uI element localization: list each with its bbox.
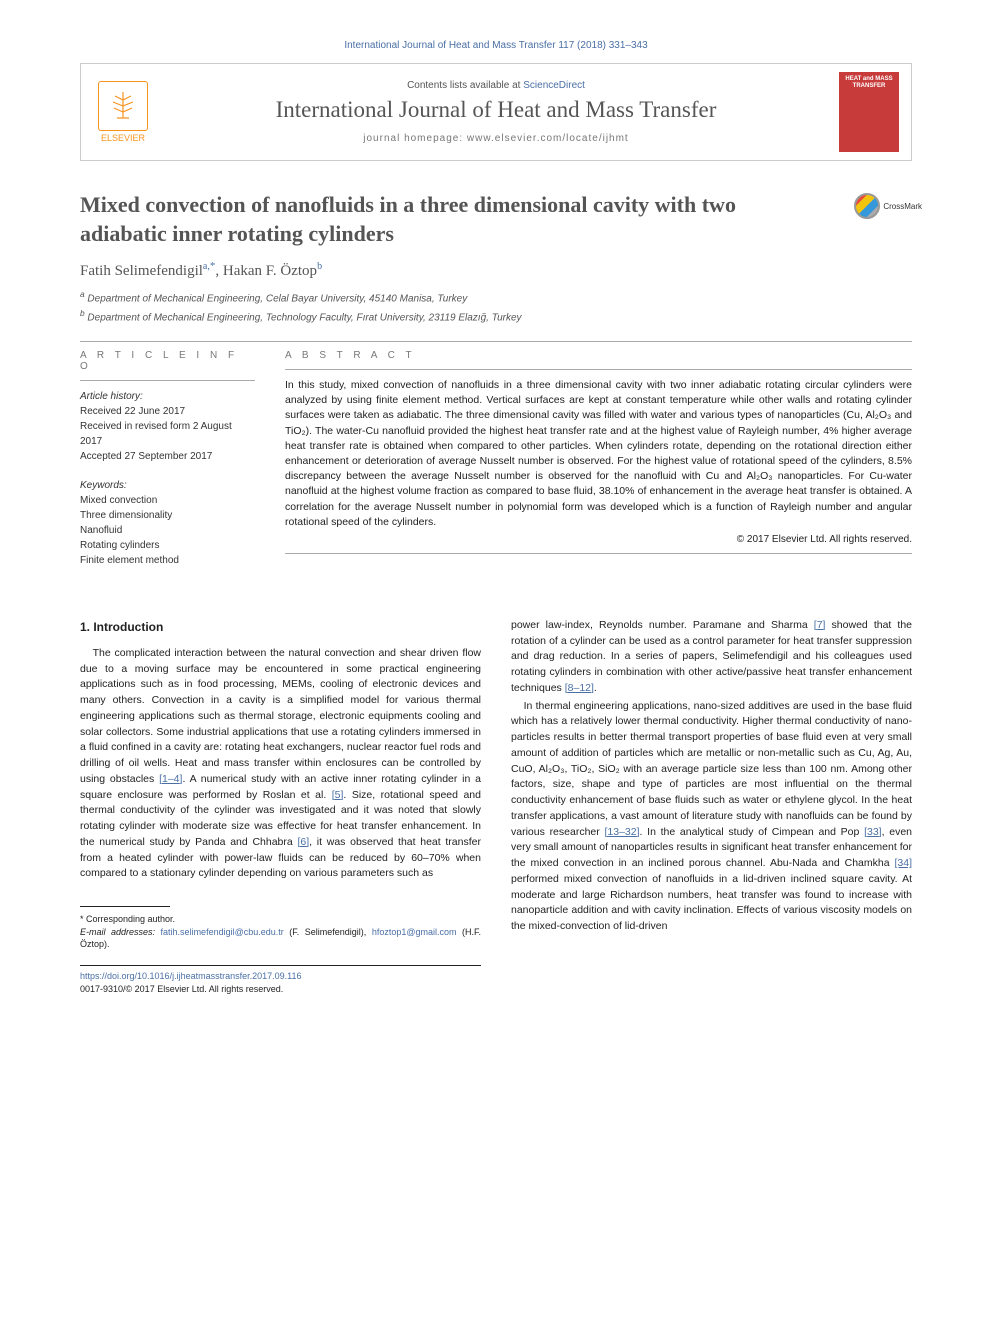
keywords-label: Keywords: [80, 478, 255, 493]
cite-34[interactable]: [34] [894, 857, 912, 869]
cover-thumb-text: HEAT and MASS TRANSFER [843, 76, 895, 90]
cite-13-32[interactable]: [13–32] [604, 826, 639, 838]
col2-text-2b: . In the analytical study of Cimpean and… [640, 826, 865, 838]
history-label: Article history: [80, 389, 255, 404]
article-title: Mixed convection of nanofluids in a thre… [80, 191, 787, 248]
abstract-copyright: © 2017 Elsevier Ltd. All rights reserved… [285, 534, 912, 545]
crossmark-label: CrossMark [883, 202, 922, 211]
divider [80, 341, 912, 342]
history-received: Received 22 June 2017 [80, 404, 255, 419]
article-info-label: A R T I C L E I N F O [80, 350, 255, 372]
affiliation-a: a Department of Mechanical Engineering, … [80, 288, 912, 306]
affiliation-b: b Department of Mechanical Engineering, … [80, 307, 912, 325]
journal-cover-thumb: HEAT and MASS TRANSFER [839, 72, 899, 152]
contents-lists-line: Contents lists available at ScienceDirec… [153, 80, 839, 91]
col2-text-1a: power law-index, Reynolds number. Parama… [511, 619, 814, 631]
footnote-separator [80, 906, 170, 907]
email-2-link[interactable]: hfoztop1@gmail.com [372, 927, 457, 937]
col2-text-2a: In thermal engineering applications, nan… [511, 700, 912, 838]
keyword-3: Rotating cylinders [80, 538, 255, 553]
author-1-aff[interactable]: a, [203, 261, 210, 272]
body-columns: 1. Introduction The complicated interact… [80, 618, 912, 997]
doi-link[interactable]: https://doi.org/10.1016/j.ijheatmasstran… [80, 971, 301, 981]
keyword-1: Three dimensionality [80, 508, 255, 523]
author-1: Fatih Selimefendigil [80, 263, 203, 279]
email-1-person: (F. Selimefendigil), [284, 927, 372, 937]
cite-1-4[interactable]: [1–4] [159, 773, 182, 785]
author-2: Hakan F. Öztop [223, 263, 317, 279]
authors-line: Fatih Selimefendigila,*, Hakan F. Öztopb [80, 260, 912, 280]
keyword-0: Mixed convection [80, 493, 255, 508]
keyword-2: Nanofluid [80, 523, 255, 538]
cite-33[interactable]: [33] [864, 826, 882, 838]
sciencedirect-link[interactable]: ScienceDirect [523, 80, 585, 91]
history-accepted: Accepted 27 September 2017 [80, 449, 255, 464]
elsevier-tree-icon [98, 81, 148, 131]
abstract-col: A B S T R A C T In this study, mixed con… [285, 350, 912, 582]
affiliations: a Department of Mechanical Engineering, … [80, 288, 912, 325]
crossmark-icon [854, 193, 880, 219]
abstract-text: In this study, mixed convection of nanof… [285, 378, 912, 530]
author-sep: , [215, 263, 223, 279]
journal-name: International Journal of Heat and Mass T… [153, 97, 839, 123]
citation-line: International Journal of Heat and Mass T… [80, 40, 912, 51]
contents-prefix: Contents lists available at [407, 80, 523, 91]
body-col-left: 1. Introduction The complicated interact… [80, 618, 481, 997]
cite-8-12[interactable]: [8–12] [565, 682, 594, 694]
col1-text-a: The complicated interaction between the … [80, 647, 481, 785]
bottom-bar: https://doi.org/10.1016/j.ijheatmasstran… [80, 965, 481, 997]
col2-text-1c: . [594, 682, 597, 694]
corresponding-label: * Corresponding author. [80, 913, 481, 926]
cite-6[interactable]: [6] [297, 836, 309, 848]
author-2-aff[interactable]: b [317, 261, 322, 272]
body-col-right: power law-index, Reynolds number. Parama… [511, 618, 912, 997]
cite-7[interactable]: [7] [814, 619, 826, 631]
issn-line: 0017-9310/© 2017 Elsevier Ltd. All right… [80, 983, 481, 997]
homepage-prefix: journal homepage: [363, 133, 467, 144]
elsevier-label: ELSEVIER [101, 133, 145, 143]
history-revised: Received in revised form 2 August 2017 [80, 419, 255, 449]
journal-header: ELSEVIER Contents lists available at Sci… [80, 63, 912, 161]
footnote-block: * Corresponding author. E-mail addresses… [80, 913, 481, 951]
section-heading: 1. Introduction [80, 618, 481, 636]
col2-text-2d: performed mixed convection of nanofluids… [511, 873, 912, 932]
homepage-url[interactable]: www.elsevier.com/locate/ijhmt [467, 133, 629, 144]
keyword-4: Finite element method [80, 553, 255, 568]
crossmark-badge[interactable]: CrossMark [854, 193, 922, 219]
elsevier-logo: ELSEVIER [93, 77, 153, 147]
journal-homepage: journal homepage: www.elsevier.com/locat… [153, 133, 839, 144]
abstract-label: A B S T R A C T [285, 350, 912, 361]
cite-5[interactable]: [5] [332, 789, 344, 801]
email-1-link[interactable]: fatih.selimefendigil@cbu.edu.tr [161, 927, 284, 937]
email-label: E-mail addresses: [80, 927, 161, 937]
article-info-col: A R T I C L E I N F O Article history: R… [80, 350, 255, 582]
